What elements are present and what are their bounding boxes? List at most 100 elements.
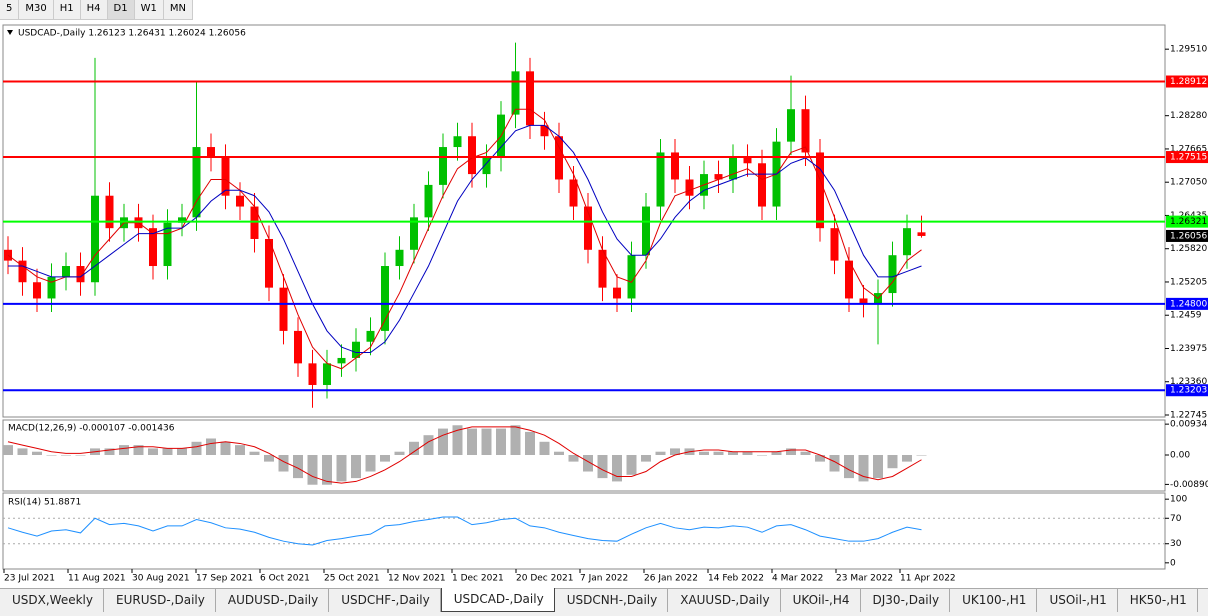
candle-body: [685, 179, 694, 196]
candle-body: [656, 152, 665, 207]
macd-bar: [438, 428, 448, 456]
macd-bar: [916, 455, 927, 456]
level-label: 1.27515: [1170, 153, 1207, 163]
timeframe-button[interactable]: MN: [164, 0, 193, 19]
candle-body: [642, 206, 650, 256]
macd-bar: [220, 441, 231, 456]
x-tick-label: 1 Dec 2021: [452, 574, 504, 584]
y-tick-label: 1.23975: [1170, 344, 1207, 354]
candle-body: [468, 136, 476, 175]
chart-tab[interactable]: AUDUSD-,Daily: [216, 589, 330, 612]
macd-bar: [365, 455, 376, 472]
timeframe-button[interactable]: H1: [54, 0, 81, 19]
y-tick-label: 0.00: [1170, 451, 1190, 461]
level-label: 1.23203: [1170, 386, 1207, 396]
macd-bar: [235, 445, 245, 456]
chart-tab[interactable]: USDX,Weekly: [0, 589, 104, 612]
candle-body: [163, 222, 172, 267]
macd-bar: [32, 451, 42, 456]
x-tick-label: 14 Feb 2022: [708, 574, 764, 584]
y-tick-label: 0.009345: [1170, 420, 1208, 430]
candle-body: [845, 260, 853, 299]
level-tag: [1166, 215, 1208, 228]
rsi-panel: [2, 492, 1166, 570]
candle-body: [207, 147, 215, 158]
candle-body: [511, 71, 520, 115]
y-tick-label: 1.2459: [1170, 311, 1202, 321]
y-tick-label: 1.23360: [1170, 377, 1207, 387]
candle-body: [903, 228, 911, 256]
chart-tab[interactable]: USDCNH-,Daily: [555, 589, 669, 612]
candle-body: [540, 125, 549, 137]
macd-bar: [481, 428, 492, 456]
main-title: USDCAD-,Daily 1.26123 1.26431 1.26024 1.…: [18, 29, 246, 39]
macd-bar: [902, 455, 912, 462]
macd-bar: [844, 455, 854, 479]
macd-bar: [351, 455, 361, 479]
chart-tab[interactable]: USDCHF-,Daily: [329, 589, 441, 612]
candle-body: [671, 152, 679, 180]
chart-tab[interactable]: UKOil-,H4: [781, 589, 861, 612]
macd-bar: [380, 455, 390, 462]
x-tick-label: 11 Aug 2021: [68, 574, 126, 584]
candle-body: [279, 287, 288, 331]
chart-tab[interactable]: USOil-,H1: [1037, 589, 1118, 612]
macd-bar: [409, 441, 419, 456]
x-tick-label: 17 Sep 2021: [196, 574, 253, 584]
macd-signal: [7, 426, 922, 484]
chart-tab[interactable]: HK50-,H1: [1118, 589, 1198, 612]
x-tick-label: 7 Jan 2022: [580, 574, 628, 584]
chart-tab[interactable]: XAUUSD-,Daily: [668, 589, 781, 612]
x-tick-label: 30 Aug 2021: [132, 574, 190, 584]
timeframe-button[interactable]: H4: [81, 0, 108, 19]
candle-body: [76, 266, 85, 283]
macd-bar: [177, 448, 187, 456]
chart-tab[interactable]: UK100-,H1: [950, 589, 1038, 612]
candle-body: [33, 282, 41, 299]
x-tick-label: 23 Jul 2021: [4, 574, 55, 584]
moving-average: [8, 124, 922, 354]
macd-bar: [75, 455, 86, 456]
chart: USDCAD-,Daily 1.26123 1.26431 1.26024 1.…: [2, 24, 1208, 584]
candle-body: [149, 228, 157, 267]
macd-bar: [104, 448, 115, 456]
candle-body: [381, 266, 389, 331]
level-tag: [1166, 384, 1208, 397]
candle-body: [729, 157, 737, 180]
y-tick-label: 1.27665: [1170, 144, 1207, 154]
macd-bar: [133, 445, 144, 456]
candle-body: [439, 147, 447, 185]
macd-title: MACD(12,26,9) -0.000107 -0.001436: [8, 424, 175, 434]
candle-body: [584, 206, 592, 250]
timeframe-button[interactable]: M30: [19, 0, 54, 19]
level-label: 1.26321: [1170, 217, 1207, 227]
macd-bar: [800, 451, 811, 456]
y-tick-label: 1.25205: [1170, 277, 1207, 287]
candle-body: [714, 174, 723, 180]
chart-tab[interactable]: EURUSD-,Daily: [104, 589, 216, 612]
candle-body: [627, 255, 636, 299]
macd-bar: [46, 455, 57, 456]
macd-bar: [568, 455, 579, 462]
candle-body: [569, 179, 578, 207]
rsi-line: [7, 516, 922, 546]
macd-bar: [583, 455, 593, 472]
macd-bar: [597, 455, 608, 479]
x-tick-label: 26 Jan 2022: [644, 574, 698, 584]
candle-body: [105, 195, 114, 229]
macd-bar: [612, 455, 622, 482]
timeframe-button[interactable]: D1: [107, 0, 135, 19]
timeframe-button[interactable]: W1: [135, 0, 164, 19]
candle-body: [801, 109, 810, 153]
y-tick-label: 100: [1170, 495, 1187, 505]
candle-body: [917, 232, 926, 236]
candle-body: [178, 217, 186, 223]
chart-tab[interactable]: DJ30-,Daily: [861, 589, 951, 612]
macd-bar: [162, 448, 173, 456]
y-tick-label: 1.28280: [1170, 111, 1207, 121]
macd-bar: [525, 431, 535, 456]
chart-tab[interactable]: USDCAD-,Daily: [440, 588, 555, 612]
level-label: 1.28912: [1170, 77, 1207, 87]
macd-bar: [539, 441, 550, 456]
timeframe-button[interactable]: 5: [0, 0, 20, 19]
